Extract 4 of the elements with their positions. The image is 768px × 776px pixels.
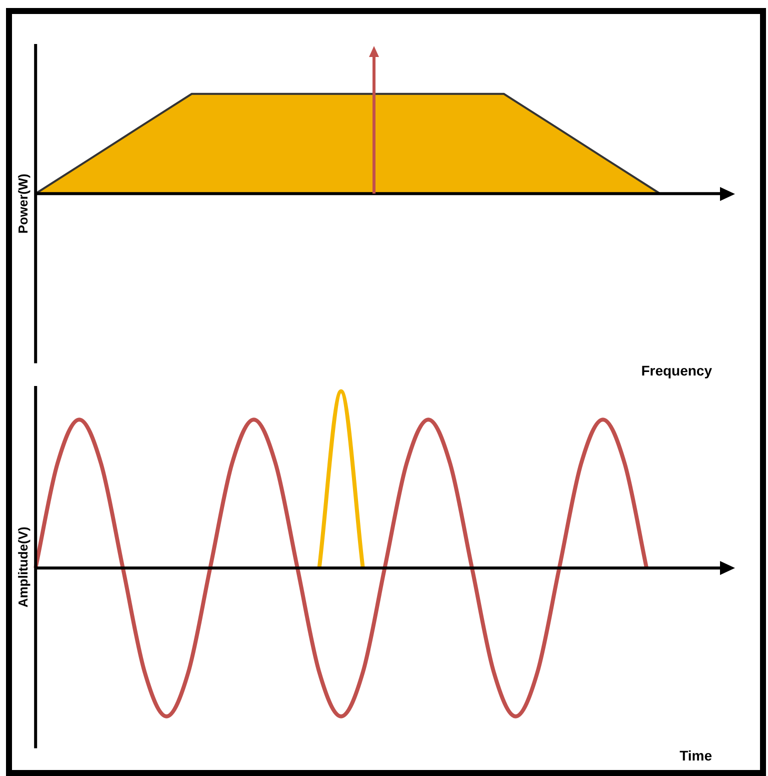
- x-axis-title: Time: [680, 747, 712, 764]
- y-axis-title: Amplitude(V): [15, 526, 30, 608]
- y-axis-title: Power(W): [15, 174, 30, 234]
- x-axis-title: Frequency: [641, 362, 712, 378]
